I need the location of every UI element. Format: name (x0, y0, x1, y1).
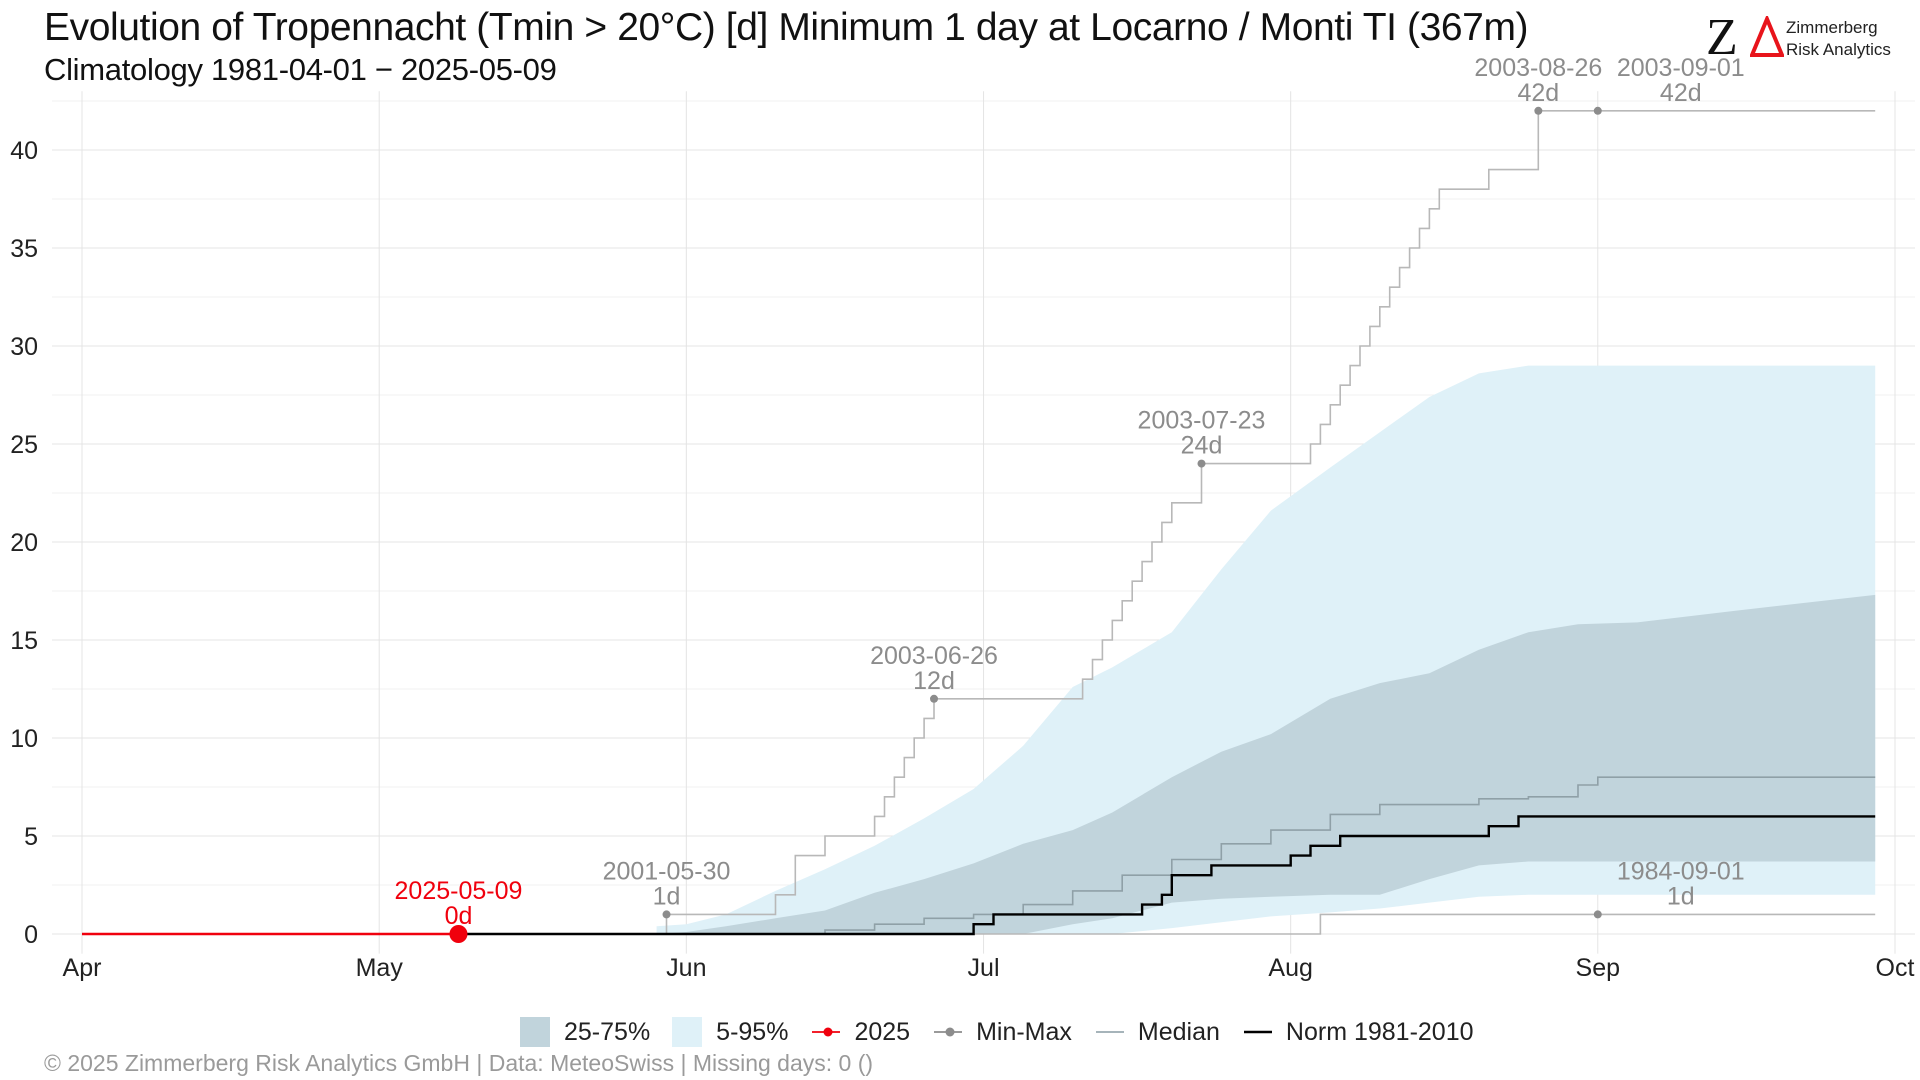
annotation-point (1534, 106, 1543, 115)
x-tick-label: Oct (1876, 954, 1915, 982)
axis-labels: 0 5 10 15 20 25 30 35 40 Apr May Jun Jul Aug Sep Oct (10, 137, 1914, 982)
legend-label: Norm 1981-2010 (1285, 1017, 1474, 1046)
annotation-value-label: 1d (1667, 882, 1695, 910)
annotation-date-label: 2003-08-26 (1474, 54, 1602, 82)
legend-item: 2025 (810, 1018, 910, 1047)
legend-label: Min-Max (976, 1017, 1072, 1046)
company-logo: Z Zimmerberg Risk Analytics (1706, 9, 1916, 66)
logo-line-2: Risk Analytics (1786, 40, 1891, 59)
y-tick-label: 20 (10, 529, 38, 557)
y-tick-label: 35 (10, 235, 38, 263)
band-25-75pct (656, 594, 1876, 934)
chart-legend: 25-75% 5-95% 2025 Min-Max Median Norm 1981-20… (520, 1014, 1496, 1050)
annotation-value-label: 42d (1660, 79, 1702, 107)
chart-subtitle: Climatology 1981-04-01 − 2025-05-09 (44, 52, 557, 87)
chart-plot: 2025-05-090d2001-05-301d2003-06-2612d200… (10, 54, 1915, 982)
annotation-date-label: 1984-09-01 (1617, 857, 1745, 885)
legend-swatch (812, 1027, 841, 1037)
max-line (656, 110, 1876, 935)
logo-z-mark: Z (1706, 9, 1738, 66)
logo-line-1: Zimmerberg (1786, 18, 1878, 37)
x-tick-label: May (356, 954, 404, 982)
legend-swatch (1095, 1031, 1124, 1033)
y-tick-label: 15 (10, 627, 38, 655)
legend-swatch (672, 1017, 703, 1047)
chart-title: Evolution of Tropennacht (Tmin > 20°C) [… (44, 6, 1529, 49)
annotation-point (1197, 459, 1206, 468)
annotation-value-label: 0d (445, 902, 473, 930)
footer-credits: © 2025 Zimmerberg Risk Analytics GmbH | … (44, 1050, 874, 1076)
median-line (755, 776, 1876, 935)
legend-swatch (1243, 1030, 1272, 1034)
percentile-bands (656, 365, 1876, 935)
annotation-date-label: 2025-05-09 (395, 877, 523, 905)
legend-swatch (934, 1027, 963, 1037)
x-tick-label: Apr (63, 954, 102, 982)
annotation-value-label: 1d (653, 882, 681, 910)
logo-delta-icon (1750, 16, 1784, 57)
y-tick-label: 25 (10, 431, 38, 459)
annotation-date-label: 2003-06-26 (870, 642, 998, 670)
x-tick-label: Sep (1576, 954, 1620, 982)
annotation-marks: 2025-05-090d2001-05-301d2003-06-2612d200… (395, 54, 1745, 943)
annotation-value-label: 42d (1517, 79, 1559, 107)
annotation-point (1593, 106, 1602, 115)
legend-label: 5-95% (716, 1017, 789, 1046)
annotation-point (930, 694, 939, 703)
annotation-date-label: 2003-07-23 (1138, 407, 1266, 435)
legend-label: Median (1137, 1017, 1220, 1046)
y-tick-label: 30 (10, 333, 38, 361)
annotation-point (1593, 910, 1602, 919)
y-tick-label: 0 (24, 921, 38, 949)
annotation-point (449, 925, 468, 943)
annotation-value-label: 24d (1181, 432, 1223, 460)
annotation-point (662, 910, 671, 919)
legend-item: Min-Max (932, 1018, 1072, 1047)
x-tick-label: Jun (666, 954, 706, 982)
norm-line (458, 815, 1876, 936)
y-tick-label: 10 (10, 725, 38, 753)
legend-item: Norm 1981-2010 (1242, 1018, 1474, 1047)
legend-item: Median (1094, 1018, 1220, 1047)
legend-item: 5-95% (672, 1017, 788, 1047)
legend-item: 25-75% (520, 1017, 650, 1047)
legend-swatch (520, 1017, 550, 1047)
x-tick-label: Aug (1268, 954, 1312, 982)
y-tick-label: 5 (24, 823, 38, 851)
y-tick-label: 40 (10, 137, 38, 165)
annotation-date-label: 2003-09-01 (1617, 54, 1745, 82)
legend-label: 2025 (854, 1017, 911, 1046)
annotation-value-label: 12d (913, 667, 955, 695)
legend-label: 25-75% (564, 1017, 651, 1046)
x-tick-label: Jul (968, 954, 1000, 982)
annotation-date-label: 2001-05-30 (603, 857, 731, 885)
